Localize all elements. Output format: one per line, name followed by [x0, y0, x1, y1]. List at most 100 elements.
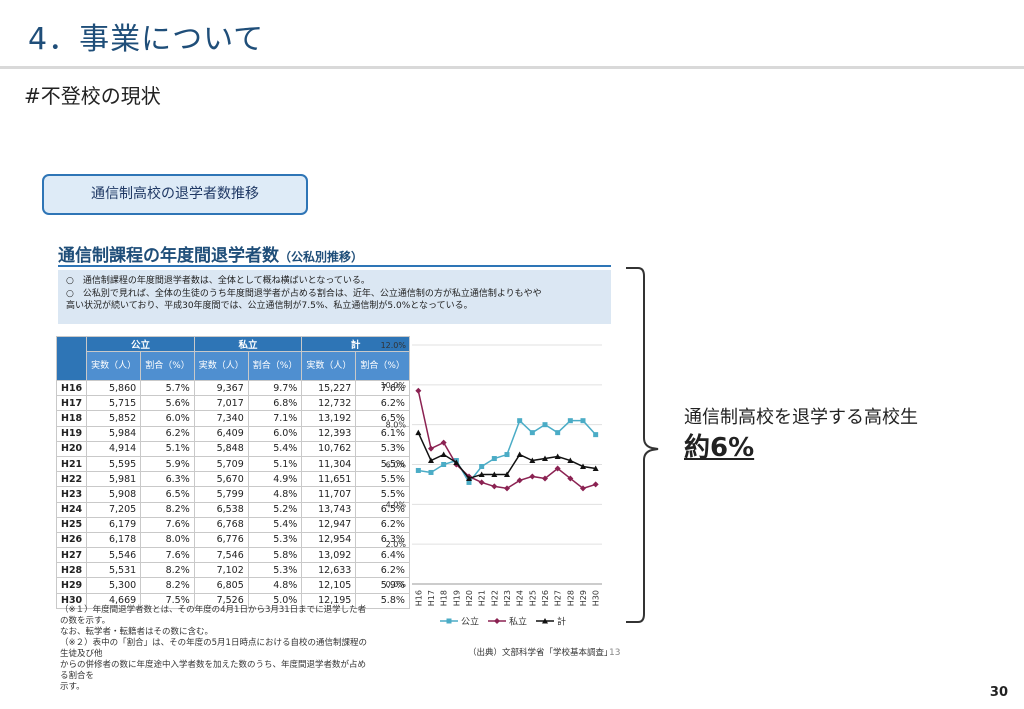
table-row: H28 5,531 8.2% 7,102 5.3% 12,633 6.2% — [55, 562, 410, 579]
table-group-header: 私立 — [193, 336, 303, 352]
table-row: H23 5,908 6.5% 5,799 4.8% 11,707 5.5% — [55, 486, 410, 503]
withdrawal-rate-chart: 0.0%2.0%4.0%6.0%8.0%10.0%12.0%H16 H17 H18 H… — [381, 341, 602, 628]
chart-point — [415, 429, 422, 436]
bracket-shape — [626, 267, 659, 623]
table-cell: 6.3% — [140, 471, 195, 488]
chart-legend-label: 計 — [557, 616, 566, 628]
callout-value: 約6% — [684, 433, 755, 463]
table-year-cell: H23 — [55, 486, 88, 503]
chart-x-tick-label: H24 — [516, 590, 525, 606]
table-cell: 7,526 — [193, 592, 249, 609]
table-year-cell: H16 — [55, 379, 88, 397]
chart-point — [504, 452, 510, 458]
table-cell: 6,776 — [193, 531, 249, 549]
table-row: H30 4,669 7.5% 7,526 5.0% 12,195 5.8% — [55, 592, 410, 609]
chart-point — [440, 439, 447, 446]
chart-point — [516, 451, 523, 458]
chart-point — [554, 453, 561, 460]
table-cell: 5.6% — [140, 395, 195, 412]
chart-point — [529, 430, 535, 436]
chart-y-tick-label: 6.0% — [386, 461, 407, 470]
table-cell: 13,192 — [301, 410, 357, 427]
table-cell: 5,709 — [193, 455, 249, 473]
table-cell: 11,707 — [301, 486, 357, 503]
document-title-rule — [58, 265, 611, 267]
table-cell: 6.5% — [140, 486, 195, 503]
table-cell: 13,743 — [301, 501, 357, 518]
table-cell: 5,546 — [86, 547, 142, 564]
chart-point — [593, 432, 599, 438]
chart-point — [567, 457, 574, 464]
table-year-cell: H18 — [55, 410, 88, 427]
table-subheader: 割合（%） — [247, 351, 303, 381]
table-year-cell: H28 — [55, 562, 88, 579]
chart-point — [567, 475, 574, 482]
chart-x-tick-label: H20 — [465, 590, 474, 606]
chart-x-tick-label: H27 — [554, 590, 563, 606]
table-subheader: 実数（人） — [193, 351, 249, 381]
table-cell: 6.0% — [247, 425, 303, 442]
footnote-line: からの併修者の数に年度途中入学者数を加えた数のうち、年度間退学者数が占める割合を — [60, 660, 367, 681]
callout-text: 通信制高校を退学する高校生 — [684, 407, 918, 428]
table-cell: 6,178 — [86, 531, 142, 549]
table-cell: 13,092 — [301, 547, 357, 564]
chart-point — [580, 485, 586, 492]
table-cell: 7.1% — [247, 410, 303, 427]
table-cell: 5.2% — [247, 501, 303, 518]
chart-legend-marker — [446, 618, 452, 624]
chart-y-tick-label: 2.0% — [386, 540, 407, 549]
table-cell: 12,393 — [301, 425, 357, 442]
table-cell: 9,367 — [193, 379, 249, 397]
chart-legend-marker — [494, 618, 500, 624]
footnote-line: 示す。 — [60, 682, 85, 692]
table-subheader: 割合（%） — [355, 351, 410, 381]
chart-legend-label: 私立 — [509, 616, 527, 628]
table-row: H20 4,914 5.1% 5,848 5.4% 10,762 5.3% — [55, 440, 410, 457]
table-cell: 5.3% — [247, 531, 303, 549]
table-cell: 5,799 — [193, 486, 249, 503]
note-line: 高い状況が続いており、平成30年度間では、公立通信制が7.5%、私立通信制が5.… — [66, 301, 473, 311]
table-row: H27 5,546 7.6% 7,546 5.8% 13,092 6.4% — [55, 547, 410, 564]
table-cell: 7.6% — [140, 516, 195, 533]
table-row: H22 5,981 6.3% 5,670 4.9% 11,651 5.5% — [55, 471, 410, 488]
table-year-cell: H29 — [55, 577, 88, 594]
chart-x-tick-label: H19 — [452, 590, 461, 606]
chart-legend-label: 公立 — [461, 616, 479, 628]
table-cell: 12,195 — [301, 592, 357, 609]
document-title-main: 通信制課程の年度間退学者数 — [58, 246, 279, 266]
table-corner — [55, 336, 88, 381]
chart-point — [504, 471, 510, 477]
table-cell: 6,409 — [193, 425, 249, 442]
document-title-suffix: （公私別推移） — [279, 250, 364, 264]
chart-point — [466, 479, 472, 485]
chart-x-tick-label: H16 — [414, 590, 423, 606]
table-cell: 6.8% — [247, 395, 303, 412]
table-cell: 15,227 — [301, 379, 357, 397]
table-cell: 5.8% — [355, 592, 410, 609]
chart-point — [428, 445, 434, 452]
chart-point — [529, 473, 536, 480]
table-cell: 11,651 — [301, 471, 357, 488]
chart-point — [466, 475, 472, 481]
chart-point — [580, 418, 586, 424]
table-year-cell: H27 — [55, 547, 88, 564]
table-cell: 4.8% — [247, 577, 303, 594]
chart-point — [415, 387, 422, 394]
table-year-cell: H22 — [55, 471, 88, 488]
table-cell: 11,304 — [301, 455, 357, 473]
chart-x-tick-label: H28 — [566, 590, 575, 606]
table-cell: 12,732 — [301, 395, 357, 412]
table-cell: 7,340 — [193, 410, 249, 427]
chart-point — [453, 459, 460, 466]
table-cell: 6,805 — [193, 577, 249, 594]
table-cell: 5.4% — [247, 516, 303, 533]
table-cell: 5,715 — [86, 395, 142, 412]
table-cell: 4.8% — [247, 486, 303, 503]
table-cell: 5.1% — [140, 440, 195, 457]
table-year-cell: H26 — [55, 531, 88, 549]
table-row: H19 5,984 6.2% 6,409 6.0% 12,393 6.1% — [55, 425, 410, 442]
chart-point — [529, 457, 536, 464]
chart-point — [440, 451, 447, 458]
table-cell: 5,860 — [86, 379, 142, 397]
chart-point — [567, 418, 573, 424]
